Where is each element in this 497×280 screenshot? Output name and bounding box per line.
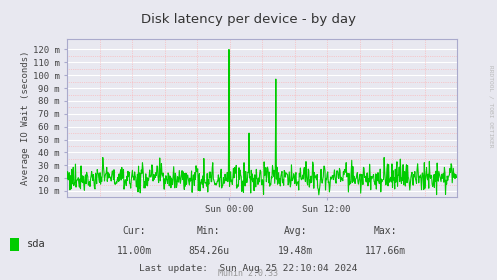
Text: Last update:  Sun Aug 25 22:10:04 2024: Last update: Sun Aug 25 22:10:04 2024 [139, 264, 358, 273]
Text: sda: sda [27, 239, 46, 249]
Text: 19.48m: 19.48m [278, 246, 313, 256]
Text: Min:: Min: [197, 226, 221, 236]
Text: RRDTOOL / TOBI OETIKER: RRDTOOL / TOBI OETIKER [489, 65, 494, 148]
Text: Avg:: Avg: [284, 226, 308, 236]
Text: Cur:: Cur: [122, 226, 146, 236]
Text: 854.26u: 854.26u [188, 246, 229, 256]
Text: 117.66m: 117.66m [365, 246, 406, 256]
Y-axis label: Average IO Wait (seconds): Average IO Wait (seconds) [21, 51, 30, 185]
Text: Max:: Max: [373, 226, 397, 236]
Text: 11.00m: 11.00m [117, 246, 152, 256]
Text: Disk latency per device - by day: Disk latency per device - by day [141, 13, 356, 25]
Text: Munin 2.0.33: Munin 2.0.33 [219, 269, 278, 278]
